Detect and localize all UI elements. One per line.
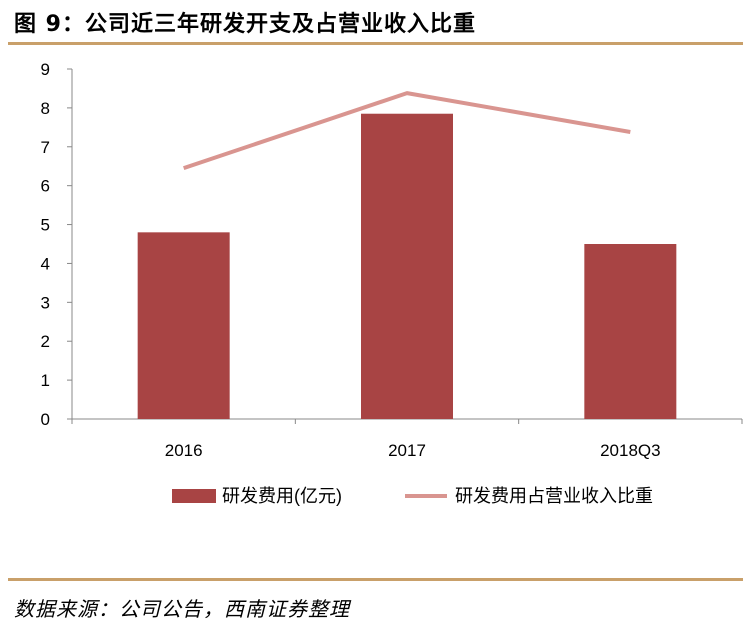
x-axis-labels: 2016 2017 2018Q3 <box>165 441 661 460</box>
y-axis-ticks: 0 1 2 3 4 5 6 7 8 9 <box>41 60 743 429</box>
source-divider <box>8 578 743 581</box>
y-tick-label: 8 <box>41 99 50 118</box>
title-divider <box>8 42 743 45</box>
legend-line-label: 研发费用占营业收入比重 <box>455 486 653 506</box>
x-tick-label: 2018Q3 <box>600 441 661 460</box>
legend: 研发费用(亿元) 研发费用占营业收入比重 <box>172 486 653 506</box>
ratio-line <box>183 91 631 171</box>
source-note: 数据来源：公司公告，西南证券整理 <box>14 597 350 621</box>
y-tick-label: 6 <box>41 177 50 196</box>
y-tick-label: 9 <box>41 60 50 79</box>
bar-2017 <box>361 113 453 419</box>
x-tick-label: 2016 <box>165 441 203 460</box>
y-tick-label: 1 <box>41 371 50 390</box>
legend-bar-swatch <box>172 489 216 503</box>
chart: 0 1 2 3 4 5 6 7 8 9 2016 2017 2018Q3 研发费用(亿元) 研发费用占… <box>41 60 743 506</box>
y-tick-label: 7 <box>41 138 50 157</box>
bar-2018Q3 <box>584 244 677 419</box>
y-tick-label: 2 <box>41 332 50 351</box>
legend-bar-label: 研发费用(亿元) <box>222 486 342 506</box>
bar-2016 <box>137 232 230 419</box>
y-tick-label: 4 <box>41 254 50 273</box>
x-tick-label: 2017 <box>388 441 426 460</box>
bar-series <box>137 113 677 419</box>
y-tick-label: 5 <box>41 216 50 235</box>
y-tick-label: 3 <box>41 293 50 312</box>
y-tick-label: 0 <box>41 410 50 429</box>
figure-title: 图 9：公司近三年研发开支及占营业收入比重 <box>14 12 476 37</box>
